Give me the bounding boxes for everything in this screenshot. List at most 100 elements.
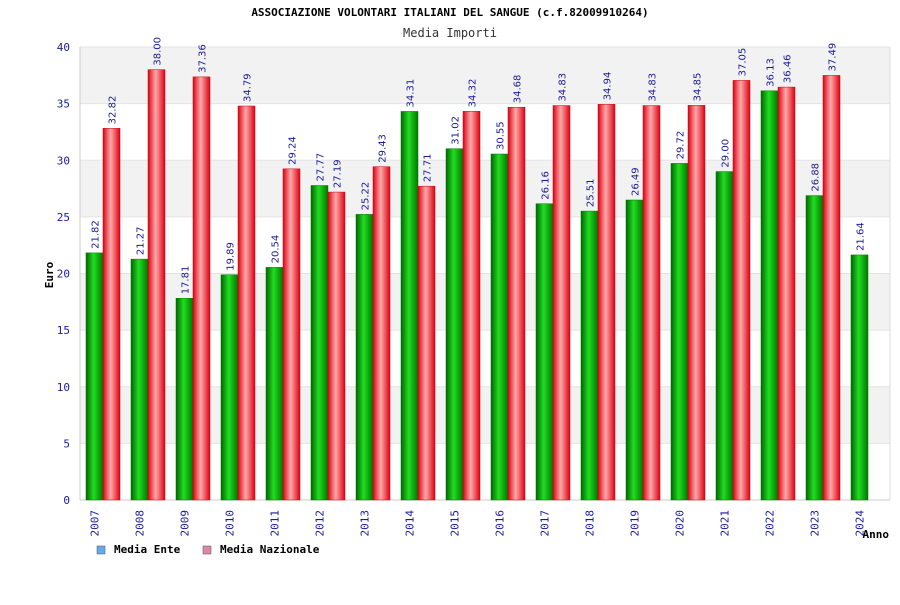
- plot-background: [79, 46, 891, 501]
- bar-media-ente: [400, 111, 419, 501]
- y-tick-label: 15: [57, 324, 70, 337]
- value-label: 34.68: [513, 75, 524, 104]
- y-tick-label: 10: [57, 381, 70, 394]
- legend-swatch: [202, 545, 212, 555]
- x-tick-label: 2013: [359, 510, 372, 537]
- x-axis-label: Anno: [863, 528, 890, 541]
- x-tick-label: 2011: [269, 510, 282, 537]
- y-tick-label: 0: [63, 494, 70, 507]
- bar-media-nazionale: [102, 128, 121, 501]
- value-label: 36.13: [766, 58, 777, 87]
- value-label: 38.00: [153, 37, 164, 66]
- grid-band: [80, 160, 890, 217]
- legend-label: Media Ente: [114, 543, 181, 556]
- y-tick-label: 25: [57, 211, 70, 224]
- bars: [85, 69, 869, 501]
- value-label: 26.88: [811, 163, 822, 192]
- grid-band: [80, 273, 890, 331]
- x-tick-label: 2017: [539, 510, 552, 537]
- y-axis-label: Euro: [43, 261, 56, 288]
- x-tick-label: 2012: [314, 510, 327, 537]
- x-tick-label: 2022: [764, 510, 777, 537]
- grid-band: [80, 443, 890, 500]
- bar-media-ente: [310, 185, 329, 501]
- bar-media-nazionale: [327, 191, 346, 501]
- x-tick-label: 2023: [809, 510, 822, 537]
- bar-media-nazionale: [282, 168, 301, 501]
- x-tick-label: 2008: [134, 510, 147, 537]
- x-tick-label: 2018: [584, 510, 597, 537]
- value-label: 37.49: [828, 43, 839, 72]
- bar-media-nazionale: [237, 105, 256, 501]
- value-label: 21.27: [136, 226, 147, 255]
- bar-media-nazionale: [417, 185, 436, 501]
- x-tick-label: 2021: [719, 510, 732, 537]
- bar-media-ente: [805, 195, 824, 501]
- bar-media-nazionale: [552, 105, 571, 501]
- x-axis-ticks: 2007 2008 2009 2010 2011 2012 2013 2014 2015 2016…: [89, 510, 867, 537]
- value-label: 34.31: [406, 79, 417, 108]
- value-label: 36.46: [783, 54, 794, 83]
- bar-media-nazionale: [687, 105, 706, 501]
- chart-subtitle: Media Importi: [403, 26, 497, 40]
- bar-media-ente: [130, 258, 149, 501]
- value-label: 27.71: [423, 154, 434, 183]
- bar-media-ente: [850, 254, 869, 501]
- x-tick-label: 2019: [629, 510, 642, 537]
- value-label: 37.36: [198, 44, 209, 73]
- y-tick-label: 20: [57, 268, 70, 281]
- value-label: 29.72: [676, 131, 687, 160]
- bar-media-nazionale: [732, 80, 751, 501]
- value-label: 19.89: [226, 242, 237, 271]
- y-tick-label: 35: [57, 98, 70, 111]
- bar-media-nazionale: [597, 104, 616, 501]
- bar-media-nazionale: [642, 105, 661, 501]
- bar-media-nazionale: [507, 106, 526, 501]
- bar-media-ente: [490, 153, 509, 501]
- bar-media-ente: [175, 298, 194, 501]
- bar-media-ente: [220, 274, 239, 501]
- bar-media-ente: [445, 148, 464, 501]
- bar-media-ente: [355, 214, 374, 501]
- bar-media-nazionale: [462, 111, 481, 501]
- value-label: 29.00: [721, 139, 732, 168]
- bar-media-ente: [760, 90, 779, 501]
- chart-title: ASSOCIAZIONE VOLONTARI ITALIANI DEL SANG…: [251, 6, 648, 19]
- x-tick-label: 2007: [89, 510, 102, 537]
- value-label: 32.82: [108, 96, 119, 125]
- y-tick-label: 40: [57, 41, 70, 54]
- value-label: 17.81: [181, 266, 192, 295]
- value-label: 25.22: [361, 182, 372, 211]
- bar-media-nazionale: [147, 69, 166, 501]
- value-label: 26.49: [631, 167, 642, 196]
- value-label: 27.19: [333, 159, 344, 188]
- value-label: 34.85: [693, 73, 704, 102]
- bar-media-ente: [670, 163, 689, 501]
- bar-media-nazionale: [192, 76, 211, 501]
- x-tick-label: 2009: [179, 510, 192, 537]
- bar-media-ente: [265, 267, 284, 501]
- value-label: 31.02: [451, 116, 462, 145]
- bar-media-ente: [580, 210, 599, 501]
- bar-media-nazionale: [777, 86, 796, 501]
- x-tick-label: 2016: [494, 510, 507, 537]
- y-tick-label: 5: [63, 437, 70, 450]
- value-label: 34.83: [648, 73, 659, 102]
- x-tick-label: 2014: [404, 510, 417, 537]
- legend-swatch: [96, 545, 106, 555]
- value-label: 34.32: [468, 79, 479, 108]
- bar-media-ente: [625, 199, 644, 501]
- value-label: 34.83: [558, 73, 569, 102]
- bar-media-ente: [715, 171, 734, 501]
- value-label: 21.82: [91, 220, 102, 249]
- bar-media-nazionale: [372, 166, 391, 501]
- x-tick-label: 2015: [449, 510, 462, 537]
- bar-media-ente: [85, 252, 104, 501]
- grid-band: [80, 47, 890, 104]
- value-label: 34.94: [603, 72, 614, 101]
- bar-media-ente: [535, 203, 554, 501]
- grid-band: [80, 216, 890, 274]
- value-label: 29.43: [378, 134, 389, 163]
